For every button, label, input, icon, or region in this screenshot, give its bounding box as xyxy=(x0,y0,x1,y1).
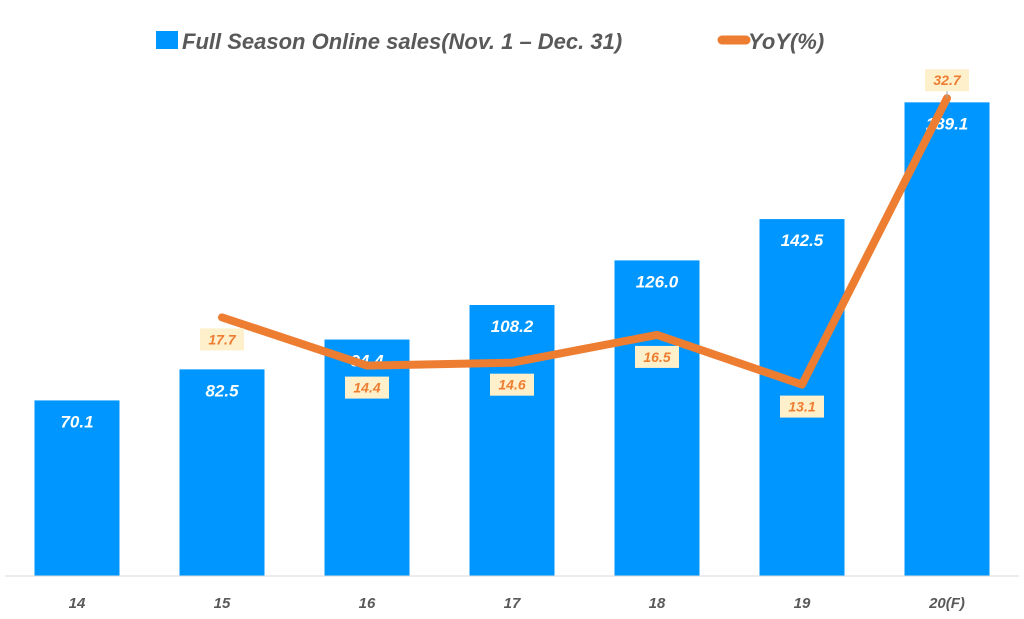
yoy-value-label: 14.6 xyxy=(498,377,525,393)
yoy-label-box xyxy=(780,395,824,418)
yoy-value-label: 13.1 xyxy=(788,399,815,415)
bar-17 xyxy=(469,304,555,576)
legend-bar-swatch xyxy=(156,31,178,49)
x-tick-label: 19 xyxy=(794,595,811,612)
bar-value-label: 82.5 xyxy=(205,381,239,400)
yoy-value-label: 17.7 xyxy=(208,331,236,347)
bar-14 xyxy=(34,400,120,576)
yoy-label-box xyxy=(925,69,969,92)
yoy-value-label: 16.5 xyxy=(643,349,670,365)
x-tick-label: 18 xyxy=(649,595,666,612)
yoy-label-box xyxy=(345,376,389,399)
yoy-value-label: 32.7 xyxy=(933,72,961,88)
legend: Full Season Online sales(Nov. 1 – Dec. 3… xyxy=(156,29,824,54)
yoy-label-box xyxy=(200,328,244,351)
yoy-label-box xyxy=(635,345,679,368)
yoy-line-path xyxy=(218,94,951,389)
bar-16 xyxy=(324,339,410,576)
x-tick-label: 20(F) xyxy=(928,595,965,612)
yoy-value-label: 14.4 xyxy=(353,380,380,396)
bar-value-label: 126.0 xyxy=(636,272,679,291)
bar-20(F) xyxy=(904,102,990,577)
x-tick-label: 17 xyxy=(504,595,521,612)
yoy-line: 17.7 14.4 14.6 16.5 13.1 32.7 xyxy=(200,69,969,418)
x-tick-label: 14 xyxy=(69,595,86,612)
bar-value-label: 142.5 xyxy=(781,231,824,250)
yoy-label-box xyxy=(490,373,534,396)
bar-value-label: 108.2 xyxy=(491,317,534,336)
legend-line-label: YoY(%) xyxy=(748,29,824,54)
bar-18 xyxy=(614,260,700,576)
x-tick-label: 15 xyxy=(214,595,231,612)
bar-15 xyxy=(179,369,265,576)
x-tick-label: 16 xyxy=(359,595,376,612)
x-axis-ticks: 14 15 16 17 18 19 20(F) xyxy=(69,595,965,612)
legend-bar-label: Full Season Online sales(Nov. 1 – Dec. 3… xyxy=(182,29,622,54)
bar-value-label: 70.1 xyxy=(60,412,93,431)
